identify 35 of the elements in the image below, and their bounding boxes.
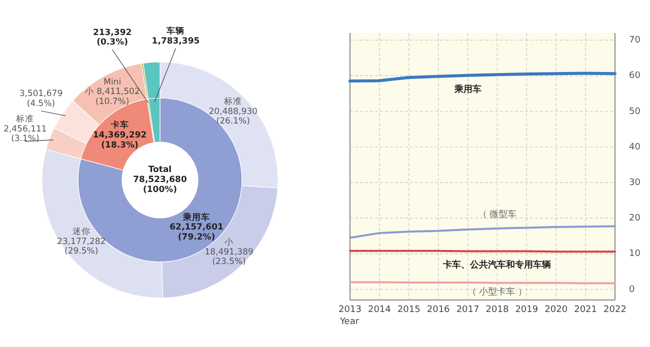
data-label: Mini 小 8,411,502 (10.7%) bbox=[84, 78, 140, 108]
x-tick-label: 2020 bbox=[544, 305, 568, 315]
series-label: （ 小型卡车 ） bbox=[467, 286, 528, 298]
line-series bbox=[349, 225, 616, 239]
y-tick-label: 20 bbox=[629, 214, 641, 224]
y-tick-label: 60 bbox=[629, 71, 641, 82]
y-tick-label: 10 bbox=[629, 249, 641, 260]
data-label: 卡车 14,369,292 (18.3%) bbox=[92, 120, 147, 151]
text: Total 78,523,680 (100%) bbox=[133, 166, 187, 196]
x-tick-label: 2016 bbox=[426, 305, 450, 315]
data-label: 车辆 1,783,395 bbox=[152, 26, 200, 47]
data-label: 乘用车 62,157,601 (79.2%) bbox=[170, 212, 224, 243]
data-label: 213,392 (0.3%) bbox=[92, 28, 132, 48]
series-label: （ 微型车 bbox=[478, 208, 517, 220]
x-tick-label: 2021 bbox=[574, 305, 598, 315]
x-tick-label: 2018 bbox=[486, 305, 509, 315]
x-tick-label: 2019 bbox=[515, 305, 538, 315]
x-tick-label: 2015 bbox=[397, 305, 420, 315]
series-label: 卡车、公共汽车和专用车辆 bbox=[442, 260, 552, 271]
x-tick-label: 2013 bbox=[338, 305, 362, 315]
x-tick-label: 2022 bbox=[604, 305, 626, 315]
series-label: 乘用车 bbox=[453, 84, 482, 95]
line-series bbox=[348, 72, 616, 83]
data-label: 标准 20,488,930 (26.1%) bbox=[208, 96, 258, 127]
y-tick-label: 30 bbox=[629, 178, 641, 188]
y-tick-label: 40 bbox=[629, 142, 641, 152]
data-label: 标准 2,456,111 (3.1%) bbox=[4, 114, 47, 144]
x-tick-label: 2017 bbox=[456, 305, 480, 315]
y-tick-label: 70 bbox=[629, 36, 641, 46]
y-tick-label: 0 bbox=[629, 284, 635, 295]
data-label: 迷你 23,177,282 (29.5%) bbox=[57, 226, 106, 257]
data-label: 3,501,679 (4.5%) bbox=[19, 89, 63, 110]
x-axis-title: Year bbox=[339, 317, 360, 327]
x-tick-label: 2014 bbox=[368, 305, 392, 315]
y-tick-label: 50 bbox=[629, 106, 641, 117]
